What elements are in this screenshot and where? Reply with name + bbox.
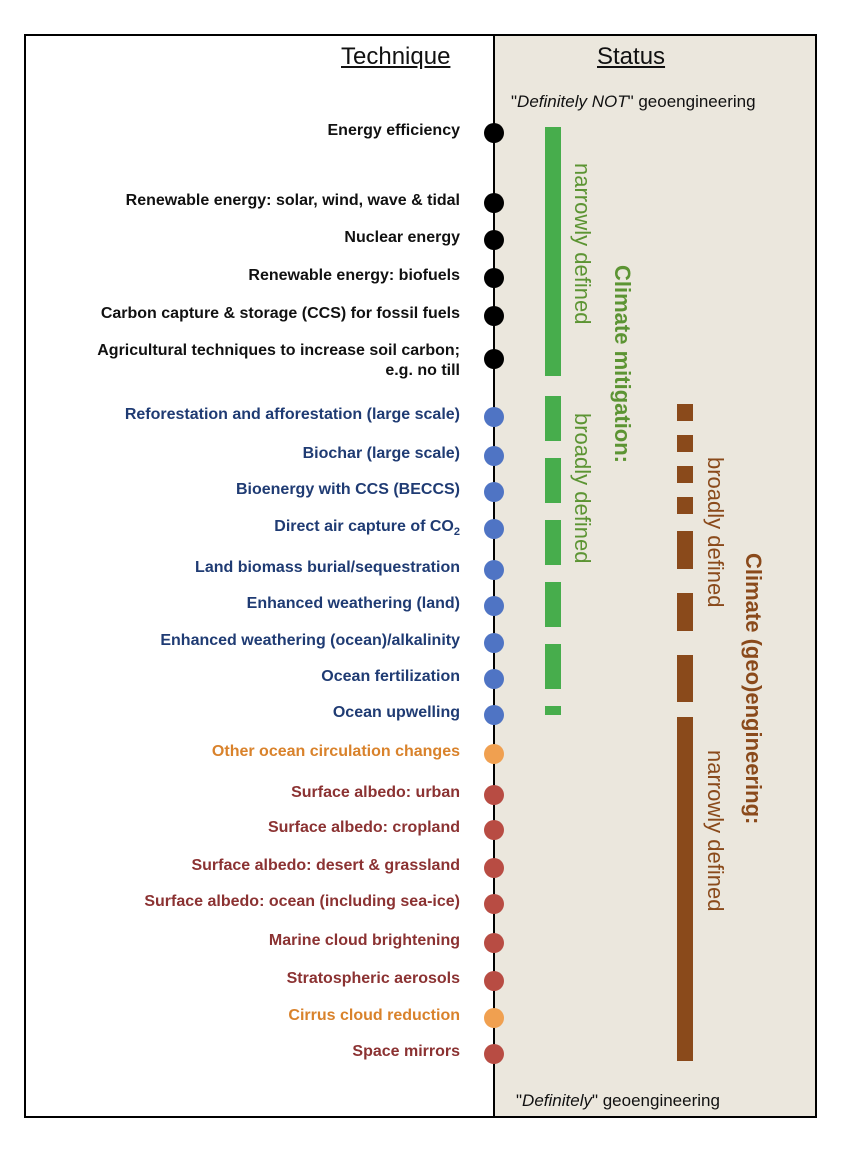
technique-marker-dot: [484, 519, 504, 539]
technique-marker-dot: [484, 669, 504, 689]
technique-label: Bioenergy with CCS (BECCS): [236, 480, 460, 500]
technique-label: Marine cloud brightening: [269, 931, 460, 951]
technique-marker-dot: [484, 633, 504, 653]
technique-label: Ocean upwelling: [333, 703, 460, 723]
mitigation-broad-bar-segment: [545, 644, 561, 689]
mitigation-narrow-bar: [545, 127, 561, 376]
technique-subscript: 2: [453, 526, 460, 539]
technique-text: Land biomass burial/sequestration: [195, 559, 460, 576]
technique-text: Surface albedo: desert & grassland: [191, 857, 460, 874]
technique-label: Energy efficiency: [328, 121, 461, 141]
geoengineering-broad-bar-segment: [677, 497, 693, 514]
technique-label: Reforestation and afforestation (large s…: [125, 405, 460, 425]
technique-label: Carbon capture & storage (CCS) for fossi…: [101, 304, 460, 324]
technique-marker-dot: [484, 1044, 504, 1064]
technique-label: Renewable energy: biofuels: [248, 266, 460, 286]
technique-label: Ocean fertilization: [321, 667, 460, 687]
technique-text: Agricultural techniques to increase soil…: [97, 342, 460, 379]
technique-label: Space mirrors: [352, 1042, 460, 1062]
technique-text: Direct air capture of CO: [274, 518, 454, 535]
technique-text: Nuclear energy: [344, 229, 460, 246]
technique-marker-dot: [484, 193, 504, 213]
technique-marker-dot: [484, 230, 504, 250]
technique-marker-dot: [484, 306, 504, 326]
geoengineering-broad-bar-segment: [677, 655, 693, 702]
bottom-note: "Definitely" geoengineering: [516, 1091, 720, 1110]
technique-text: Reforestation and afforestation (large s…: [124, 406, 460, 423]
mitigation-broad-bar-segment: [545, 520, 561, 565]
technique-marker-dot: [484, 446, 504, 466]
mitigation-broad-bar-segment: [545, 706, 561, 715]
geoengineering-broad-bar-segment: [677, 593, 693, 631]
technique-marker-dot: [484, 820, 504, 840]
technique-text: Ocean fertilization: [321, 668, 460, 685]
technique-marker-dot: [484, 705, 504, 725]
technique-text: Carbon capture & storage (CCS) for fossi…: [100, 305, 460, 322]
technique-marker-dot: [484, 349, 504, 369]
technique-text: Other ocean circulation changes: [211, 743, 460, 760]
technique-text: Surface albedo: ocean (including sea-ice…: [144, 893, 460, 910]
mitigation-broad-bar-segment: [545, 582, 561, 627]
technique-label: Enhanced weathering (land): [247, 594, 460, 614]
technique-label: Cirrus cloud reduction: [288, 1006, 460, 1026]
geoengineering-narrow-label: narrowly defined: [703, 750, 728, 912]
status-header: Status: [597, 43, 666, 70]
technique-label: Stratospheric aerosols: [287, 969, 460, 989]
geoengineering-broad-label: broadly defined: [703, 457, 728, 608]
technique-text: Renewable energy: biofuels: [248, 267, 460, 284]
mitigation-broad-bar-segment: [545, 396, 561, 441]
geoengineering-broad-bar-segment: [677, 404, 693, 421]
mitigation-broad-bar-segment: [545, 458, 561, 503]
technique-marker-dot: [484, 407, 504, 427]
technique-marker-dot: [484, 560, 504, 580]
technique-text: Renewable energy: solar, wind, wave & ti…: [125, 192, 460, 209]
technique-label: Direct air capture of CO2: [274, 517, 460, 542]
technique-label: Nuclear energy: [344, 228, 460, 248]
technique-text: Ocean upwelling: [332, 704, 460, 721]
technique-marker-dot: [484, 785, 504, 805]
technique-marker-dot: [484, 596, 504, 616]
technique-text: Surface albedo: cropland: [267, 819, 460, 836]
technique-text: Bioenergy with CCS (BECCS): [235, 481, 460, 498]
technique-text: Biochar (large scale): [302, 445, 460, 462]
technique-text: Marine cloud brightening: [268, 932, 460, 949]
technique-label: Surface albedo: cropland: [268, 818, 460, 838]
technique-marker-dot: [484, 123, 504, 143]
technique-label: Enhanced weathering (ocean)/alkalinity: [160, 631, 460, 651]
technique-label: Biochar (large scale): [303, 444, 460, 464]
technique-text: Energy efficiency: [327, 122, 461, 139]
technique-text: Enhanced weathering (ocean)/alkalinity: [160, 632, 460, 649]
technique-text: Space mirrors: [352, 1043, 460, 1060]
technique-marker-dot: [484, 482, 504, 502]
technique-label: Land biomass burial/sequestration: [195, 558, 460, 578]
top-note: "Definitely NOT" geoengineering: [511, 92, 756, 111]
technique-marker-dot: [484, 971, 504, 991]
technique-header: Technique: [341, 43, 451, 70]
technique-marker-dot: [484, 744, 504, 764]
technique-label: Surface albedo: desert & grassland: [191, 856, 460, 876]
geoengineering-narrow-bar: [677, 717, 693, 1061]
geoengineering-broad-bar-segment: [677, 435, 693, 452]
technique-label: Surface albedo: ocean (including sea-ice…: [144, 892, 460, 912]
mitigation-broad-label: broadly defined: [570, 413, 595, 564]
technique-marker-dot: [484, 268, 504, 288]
mitigation-narrow-label: narrowly defined: [570, 163, 595, 325]
technique-label: Agricultural techniques to increase soil…: [80, 341, 460, 381]
technique-text: Enhanced weathering (land): [246, 595, 460, 612]
technique-text: Cirrus cloud reduction: [288, 1007, 460, 1024]
technique-marker-dot: [484, 1008, 504, 1028]
mitigation-title-label: Climate mitigation:: [610, 265, 635, 464]
technique-marker-dot: [484, 858, 504, 878]
geoengineering-broad-bar-segment: [677, 466, 693, 483]
geoengineering-broad-bar-segment: [677, 531, 693, 569]
geoengineering-title-label: Climate (geo)engineering:: [741, 553, 766, 825]
technique-marker-dot: [484, 933, 504, 953]
technique-label: Surface albedo: urban: [291, 783, 460, 803]
technique-label: Renewable energy: solar, wind, wave & ti…: [126, 191, 460, 211]
technique-text: Surface albedo: urban: [291, 784, 460, 801]
technique-label: Other ocean circulation changes: [212, 742, 460, 762]
technique-marker-dot: [484, 894, 504, 914]
technique-text: Stratospheric aerosols: [286, 970, 460, 987]
